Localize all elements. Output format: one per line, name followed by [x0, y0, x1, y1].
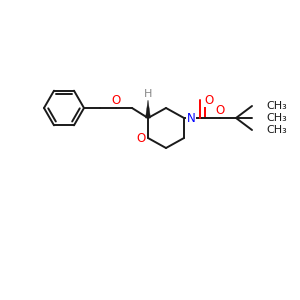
- Text: O: O: [204, 94, 214, 106]
- Text: CH₃: CH₃: [266, 113, 287, 123]
- Text: CH₃: CH₃: [266, 125, 287, 135]
- Text: O: O: [111, 94, 121, 106]
- Text: N: N: [187, 112, 195, 124]
- Text: H: H: [144, 89, 152, 99]
- Polygon shape: [146, 100, 151, 118]
- Text: O: O: [136, 131, 146, 145]
- Text: CH₃: CH₃: [266, 101, 287, 111]
- Text: O: O: [215, 103, 225, 116]
